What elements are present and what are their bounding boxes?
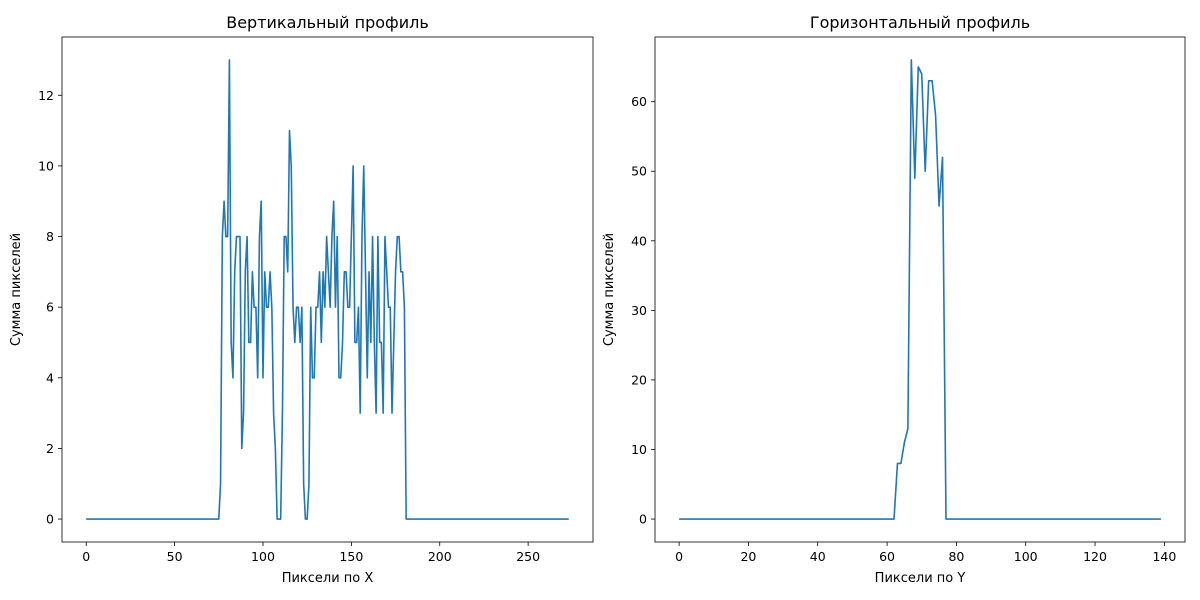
x-tick-label: 140 <box>1152 549 1176 564</box>
y-tick-label: 0 <box>639 512 647 527</box>
x-tick-label: 0 <box>675 549 683 564</box>
y-tick-label: 20 <box>631 372 647 387</box>
plot-area <box>679 59 1161 520</box>
chart-title: Горизонтальный профиль <box>810 13 1030 32</box>
series-line <box>679 59 1161 520</box>
y-tick-label: 8 <box>46 229 54 244</box>
x-tick-label: 0 <box>82 549 90 564</box>
x-tick-label: 250 <box>516 549 540 564</box>
y-tick-label: 10 <box>38 158 54 173</box>
y-tick-label: 4 <box>46 370 54 385</box>
horizontal-profile-chart: Горизонтальный профиль Пиксели по Y Сумм… <box>602 13 1186 586</box>
x-tick-label: 200 <box>428 549 452 564</box>
x-axis-label: Пиксели по X <box>282 571 374 586</box>
chart-title: Вертикальный профиль <box>226 13 429 32</box>
y-tick-label: 12 <box>38 88 54 103</box>
x-tick-label: 50 <box>167 549 183 564</box>
y-tick-label: 40 <box>631 233 647 248</box>
x-tick-label: 100 <box>251 549 275 564</box>
x-axis-label: Пиксели по Y <box>875 571 966 586</box>
y-tick-label: 0 <box>46 512 54 527</box>
vertical-profile-chart: Вертикальный профиль Пиксели по X Сумма … <box>9 13 594 586</box>
y-axis-label: Сумма пикселей <box>602 233 617 346</box>
y-tick-label: 2 <box>46 441 54 456</box>
x-tick-label: 40 <box>810 549 826 564</box>
x-tick-label: 20 <box>740 549 756 564</box>
plot-area <box>86 59 569 520</box>
x-tick-label: 80 <box>948 549 964 564</box>
axis-ticks: 0 20 40 60 80 100 120 140 0 10 20 30 40 50 60 <box>631 94 1176 564</box>
x-tick-label: 150 <box>339 549 363 564</box>
x-tick-label: 120 <box>1083 549 1107 564</box>
y-tick-label: 10 <box>631 442 647 457</box>
y-tick-label: 50 <box>631 164 647 179</box>
axes-frame <box>654 36 1186 543</box>
x-tick-label: 100 <box>1014 549 1038 564</box>
y-axis-label: Сумма пикселей <box>9 233 24 346</box>
axis-ticks: 0 50 100 150 200 250 0 2 4 6 8 10 12 <box>38 88 540 564</box>
x-tick-label: 60 <box>879 549 895 564</box>
y-tick-label: 60 <box>631 94 647 109</box>
y-tick-label: 30 <box>631 303 647 318</box>
series-line <box>86 59 569 520</box>
axes-frame <box>61 36 594 543</box>
y-tick-label: 6 <box>46 300 54 315</box>
